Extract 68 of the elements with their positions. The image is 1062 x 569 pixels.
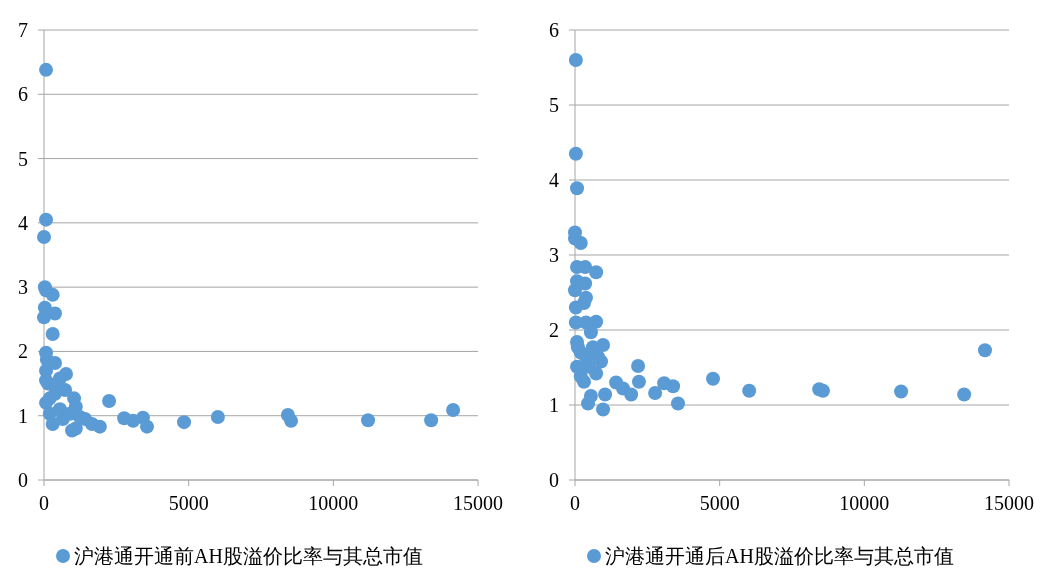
point bbox=[102, 393, 117, 408]
point bbox=[631, 374, 646, 389]
point bbox=[596, 402, 611, 417]
point bbox=[424, 413, 439, 428]
y-tick-label: 5 bbox=[18, 147, 28, 170]
y-tick-label: 7 bbox=[18, 19, 28, 41]
y-tick-label: 1 bbox=[18, 404, 28, 427]
y-tick-label: 5 bbox=[549, 94, 559, 116]
point bbox=[666, 379, 681, 394]
point bbox=[39, 212, 54, 227]
x-tick-label: 10000 bbox=[308, 492, 359, 514]
x-tick-label: 15000 bbox=[453, 492, 503, 514]
point bbox=[631, 359, 646, 373]
y-tick-label: 2 bbox=[18, 340, 28, 363]
y-tick-label: 4 bbox=[549, 169, 559, 191]
point bbox=[591, 350, 606, 364]
x-tick-label: 5000 bbox=[168, 492, 209, 514]
point bbox=[570, 181, 585, 196]
point bbox=[568, 300, 583, 315]
point bbox=[581, 359, 596, 374]
point bbox=[671, 396, 685, 411]
point bbox=[957, 387, 972, 402]
point bbox=[37, 310, 51, 325]
point bbox=[210, 410, 225, 424]
x-tick-label: 10000 bbox=[839, 492, 890, 514]
point bbox=[140, 419, 154, 434]
point bbox=[568, 53, 583, 67]
y-tick-label: 4 bbox=[18, 211, 28, 234]
point bbox=[894, 384, 909, 399]
point bbox=[37, 230, 51, 244]
point bbox=[578, 315, 593, 330]
y-tick-label: 1 bbox=[549, 394, 559, 416]
y-tick-label: 3 bbox=[18, 276, 28, 299]
point bbox=[624, 387, 639, 402]
point bbox=[568, 146, 583, 161]
legend-label: 沪港通开通后AH股溢价比率与其总市值 bbox=[605, 545, 954, 567]
y-tick-label: 6 bbox=[549, 19, 559, 41]
point bbox=[598, 387, 613, 402]
point bbox=[284, 413, 299, 428]
point bbox=[47, 306, 62, 321]
x-tick-label: 5000 bbox=[699, 492, 740, 514]
x-tick-label: 0 bbox=[570, 492, 580, 514]
y-tick-label: 2 bbox=[549, 319, 559, 341]
legend-label: 沪港通开通前AH股溢价比率与其总市值 bbox=[74, 545, 423, 567]
point bbox=[977, 343, 992, 358]
point bbox=[648, 386, 663, 400]
point bbox=[568, 283, 582, 298]
x-tick-label: 0 bbox=[39, 492, 49, 514]
point bbox=[573, 345, 588, 360]
point bbox=[72, 410, 87, 424]
x-tick-label: 15000 bbox=[984, 492, 1034, 514]
y-tick-label: 0 bbox=[549, 469, 559, 491]
point bbox=[446, 402, 461, 417]
point bbox=[581, 396, 596, 411]
point bbox=[177, 415, 192, 430]
point bbox=[706, 371, 721, 386]
point bbox=[573, 236, 588, 250]
point bbox=[573, 369, 588, 384]
point bbox=[45, 287, 60, 302]
point bbox=[39, 62, 54, 77]
point bbox=[45, 327, 60, 342]
point bbox=[92, 419, 107, 434]
point bbox=[589, 265, 604, 280]
y-tick-label: 0 bbox=[18, 469, 28, 491]
point bbox=[742, 383, 757, 398]
y-tick-label: 6 bbox=[18, 83, 28, 106]
y-tick-label: 3 bbox=[549, 244, 559, 266]
point bbox=[361, 413, 376, 428]
